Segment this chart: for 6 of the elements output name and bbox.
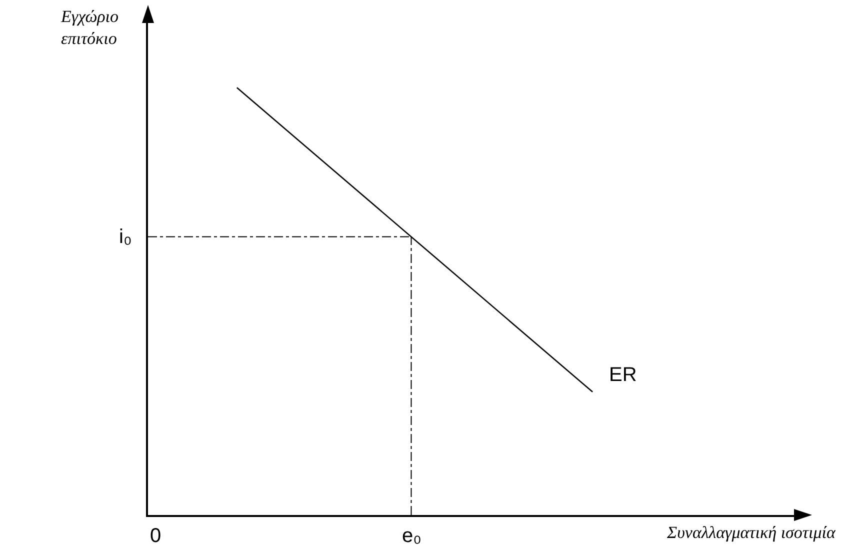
ref-line-label: i₀ bbox=[119, 226, 132, 248]
y-axis-title: Εγχώριο επιτόκιο bbox=[60, 7, 118, 48]
series-label: ER bbox=[609, 364, 637, 386]
text: 0 bbox=[150, 525, 162, 547]
text: Συναλλαγματική ισοτιμία bbox=[666, 523, 836, 542]
text: e₀ bbox=[402, 525, 422, 547]
